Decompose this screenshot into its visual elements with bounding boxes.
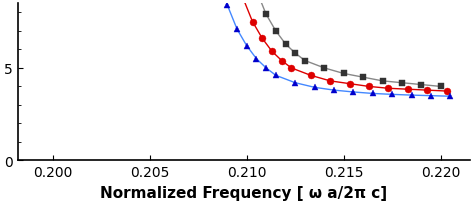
- X-axis label: Normalized Frequency [ ω a/2π c]: Normalized Frequency [ ω a/2π c]: [100, 185, 387, 200]
